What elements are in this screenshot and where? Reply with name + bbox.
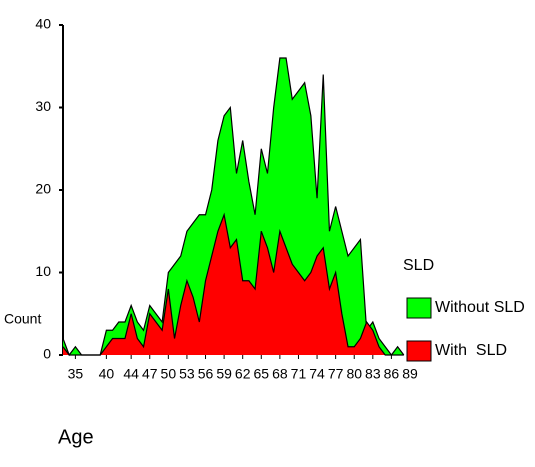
x-tick-label: 44 (123, 366, 139, 382)
x-axis-label: Age (58, 426, 94, 448)
x-tick-label: 77 (328, 366, 344, 382)
x-tick-label: 71 (291, 366, 307, 382)
legend-swatch (406, 340, 432, 362)
x-tick-label: 83 (365, 366, 381, 382)
y-tick-label: 10 (35, 263, 51, 279)
y-tick-label: 40 (35, 16, 51, 32)
x-tick-label: 53 (179, 366, 195, 382)
x-tick-label: 62 (235, 366, 251, 382)
legend-title: SLD (403, 257, 434, 274)
x-tick-label: 40 (99, 366, 115, 382)
x-tick-label: 80 (346, 366, 362, 382)
x-tick-label: 56 (198, 366, 214, 382)
area-fill (63, 214, 404, 355)
x-tick-label: 59 (216, 366, 232, 382)
x-tick-label: 50 (161, 366, 177, 382)
legend-label: With SLD (435, 342, 507, 359)
x-tick-label: 68 (272, 366, 288, 382)
area-line (62, 57, 405, 357)
y-tick-label: 0 (43, 346, 51, 362)
x-tick-label: 47 (142, 366, 158, 382)
x-tick-label: 65 (253, 366, 269, 382)
legend-label: Without SLD (435, 299, 525, 316)
x-tick-label: 86 (384, 366, 400, 382)
x-tick-label: 35 (68, 366, 84, 382)
y-tick-label: 30 (35, 98, 51, 114)
x-tick-label: 74 (309, 366, 325, 382)
area-line (62, 212, 404, 356)
y-tick-label: 20 (35, 181, 51, 197)
y-axis-label: Count (4, 311, 41, 327)
x-tick-label: 89 (402, 366, 418, 382)
legend-swatch (406, 297, 432, 319)
